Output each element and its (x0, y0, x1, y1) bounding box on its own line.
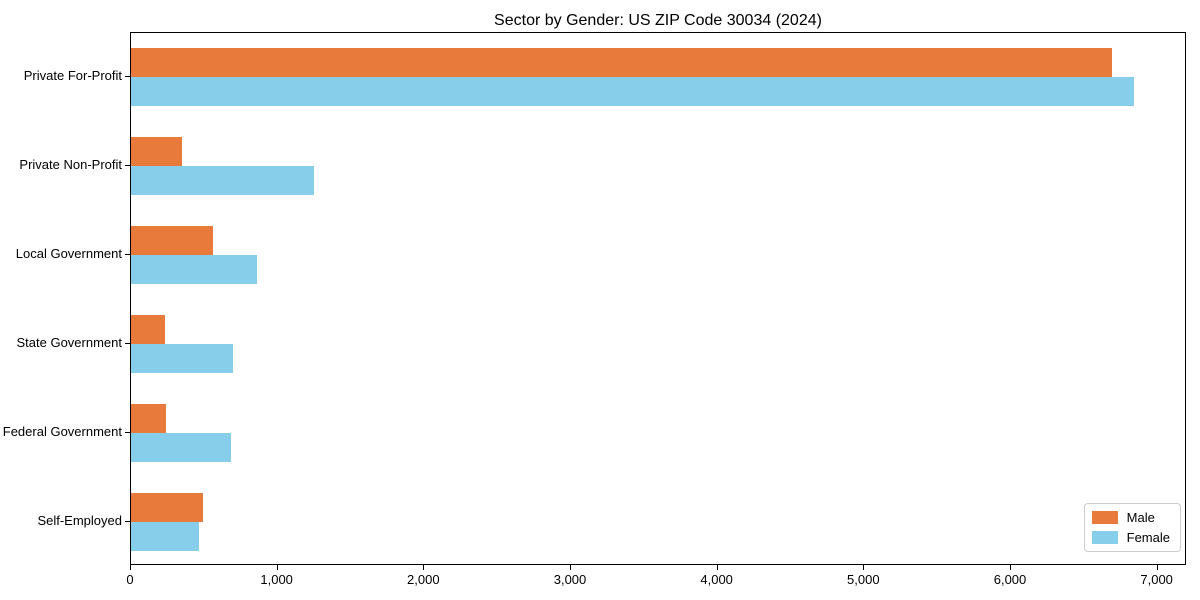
x-tick-label-7: 7,000 (1140, 572, 1173, 587)
bar-male-0 (131, 48, 1112, 78)
x-tick-mark-0 (130, 565, 131, 570)
y-tick-mark-3 (125, 342, 130, 344)
legend-swatch-male (1091, 511, 1118, 524)
bar-male-1 (131, 137, 183, 167)
bar-male-4 (131, 403, 167, 433)
bar-female-0 (131, 77, 1134, 107)
y-tick-label-2: Local Government (15, 246, 122, 262)
bar-male-5 (131, 492, 203, 522)
x-tick-mark-4 (716, 565, 718, 570)
x-tick-label-0: 0 (126, 572, 134, 587)
x-tick-mark-6 (1010, 565, 1011, 570)
y-tick-mark-0 (125, 76, 130, 78)
bar-male-2 (131, 226, 213, 256)
legend: Male Female (1083, 503, 1181, 552)
legend-label-male: Male (1126, 510, 1155, 525)
y-tick-mark-2 (125, 254, 130, 256)
bar-group-1 (131, 137, 1185, 196)
x-tick-mark-2 (423, 565, 425, 570)
legend-label-female: Female (1126, 530, 1170, 545)
x-tick-label-3: 3,000 (553, 572, 587, 587)
bar-group-2 (131, 226, 1185, 285)
x-tick-label-1: 1,000 (260, 572, 293, 587)
y-tick-label-4: Federal Government (2, 423, 122, 439)
chart-title: Sector by Gender: US ZIP Code 30034 (202… (494, 12, 822, 29)
x-tick-mark-5 (863, 565, 865, 570)
x-tick-label-5: 5,000 (847, 572, 880, 587)
y-tick-label-3: State Government (16, 334, 123, 350)
legend-swatch-female (1091, 531, 1118, 544)
legend-item-male: Male (1091, 510, 1170, 525)
y-tick-mark-1 (125, 165, 130, 167)
x-tick-mark-3 (570, 565, 571, 570)
x-tick-mark-7 (1156, 565, 1158, 570)
bar-male-3 (131, 314, 165, 344)
y-axis-labels: Private For-Profit Private Non-Profit Loca… (0, 0, 122, 600)
bar-female-2 (131, 255, 257, 285)
bar-group-3 (131, 314, 1185, 373)
plot-area: Male Female (130, 32, 1186, 565)
y-tick-mark-5 (125, 520, 130, 522)
bar-female-1 (131, 166, 314, 196)
x-tick-label-4: 4,000 (700, 572, 733, 587)
y-tick-mark-4 (125, 431, 130, 433)
x-tick-mark-1 (276, 565, 278, 570)
bar-group-5 (131, 492, 1185, 551)
y-tick-label-0: Private For-Profit (23, 68, 122, 84)
bar-female-3 (131, 343, 234, 373)
bar-group-0 (131, 48, 1185, 107)
bar-group-4 (131, 403, 1185, 462)
x-tick-label-6: 6,000 (993, 572, 1027, 587)
bar-female-5 (131, 521, 200, 551)
y-tick-label-1: Private Non-Profit (19, 157, 122, 173)
x-tick-label-2: 2,000 (407, 572, 440, 587)
legend-item-female: Female (1091, 530, 1170, 545)
y-tick-label-5: Self-Employed (37, 512, 122, 528)
bar-female-4 (131, 432, 231, 462)
